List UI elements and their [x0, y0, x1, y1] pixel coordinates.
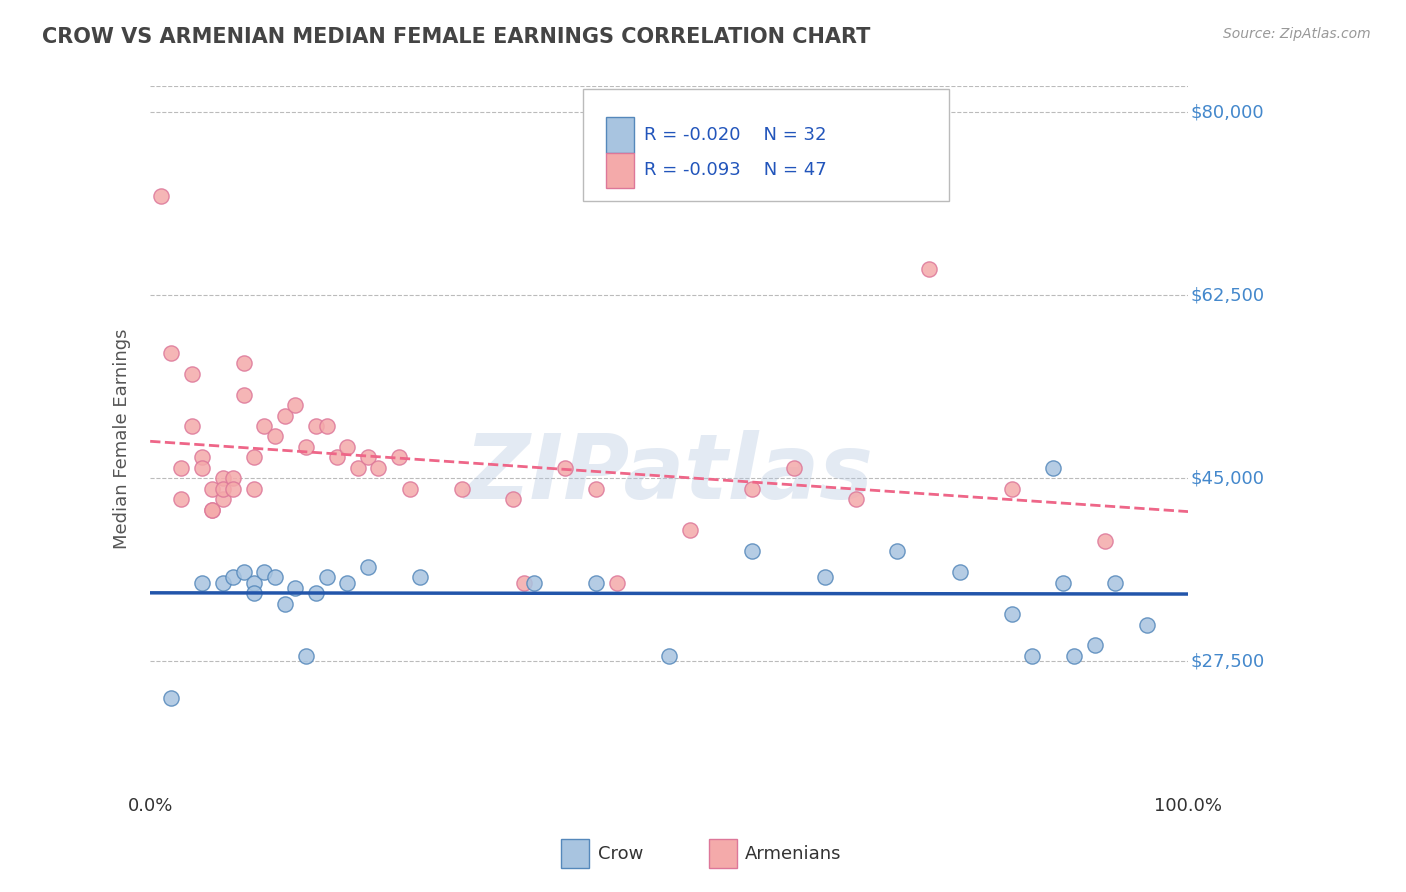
Point	[295, 648, 318, 663]
Point	[917, 262, 939, 277]
Point	[201, 502, 224, 516]
Point	[450, 482, 472, 496]
Point	[191, 450, 214, 465]
Point	[606, 575, 628, 590]
Point	[211, 575, 233, 590]
Point	[170, 492, 193, 507]
Point	[782, 460, 804, 475]
Text: Armenians: Armenians	[745, 845, 842, 863]
Point	[191, 575, 214, 590]
Point	[346, 460, 368, 475]
Point	[160, 690, 183, 705]
Point	[211, 492, 233, 507]
Point	[222, 471, 245, 485]
Text: R = -0.020    N = 32: R = -0.020 N = 32	[644, 126, 827, 144]
Point	[170, 460, 193, 475]
Point	[388, 450, 411, 465]
Point	[1084, 639, 1107, 653]
Point	[243, 575, 266, 590]
Point	[211, 482, 233, 496]
Point	[741, 544, 763, 558]
Point	[741, 482, 763, 496]
Point	[1000, 607, 1022, 621]
Point	[284, 581, 307, 595]
Point	[1094, 533, 1116, 548]
Point	[232, 387, 254, 401]
Point	[295, 440, 318, 454]
Point	[243, 482, 266, 496]
Point	[243, 586, 266, 600]
Point	[274, 409, 297, 423]
Point	[243, 450, 266, 465]
Point	[222, 570, 245, 584]
Point	[409, 570, 432, 584]
Point	[284, 398, 307, 412]
Text: ZIPatlas: ZIPatlas	[464, 430, 873, 518]
Point	[1042, 460, 1064, 475]
Point	[201, 502, 224, 516]
Point	[232, 566, 254, 580]
Point	[357, 560, 380, 574]
Point	[232, 356, 254, 370]
Point	[679, 524, 702, 538]
Text: $80,000: $80,000	[1189, 103, 1264, 121]
Point	[398, 482, 420, 496]
Point	[274, 597, 297, 611]
Y-axis label: Median Female Earnings: Median Female Earnings	[114, 329, 131, 549]
Text: $27,500: $27,500	[1189, 652, 1264, 670]
Point	[263, 570, 285, 584]
Point	[222, 482, 245, 496]
Point	[315, 419, 337, 434]
Point	[513, 575, 536, 590]
Text: $45,000: $45,000	[1189, 469, 1264, 487]
Point	[1000, 482, 1022, 496]
Point	[502, 492, 524, 507]
Point	[211, 471, 233, 485]
Point	[1052, 575, 1074, 590]
Point	[949, 566, 972, 580]
Point	[180, 419, 202, 434]
Point	[180, 367, 202, 381]
Point	[336, 575, 359, 590]
Text: Crow: Crow	[598, 845, 643, 863]
Point	[585, 482, 607, 496]
Point	[1063, 648, 1085, 663]
Point	[305, 586, 328, 600]
Point	[585, 575, 607, 590]
Point	[160, 346, 183, 360]
Point	[658, 648, 681, 663]
Point	[253, 566, 276, 580]
Point	[326, 450, 349, 465]
Point	[305, 419, 328, 434]
Point	[523, 575, 546, 590]
Point	[149, 189, 172, 203]
Text: Source: ZipAtlas.com: Source: ZipAtlas.com	[1223, 27, 1371, 41]
Point	[886, 544, 908, 558]
Point	[554, 460, 576, 475]
Point	[1021, 648, 1043, 663]
Point	[357, 450, 380, 465]
Point	[263, 429, 285, 443]
Text: $62,500: $62,500	[1189, 286, 1264, 304]
Text: R = -0.093    N = 47: R = -0.093 N = 47	[644, 161, 827, 179]
Point	[367, 460, 389, 475]
Point	[814, 570, 837, 584]
Point	[191, 460, 214, 475]
Point	[1104, 575, 1126, 590]
Text: CROW VS ARMENIAN MEDIAN FEMALE EARNINGS CORRELATION CHART: CROW VS ARMENIAN MEDIAN FEMALE EARNINGS …	[42, 27, 870, 46]
Point	[201, 482, 224, 496]
Point	[336, 440, 359, 454]
Point	[1135, 617, 1157, 632]
Point	[253, 419, 276, 434]
Point	[315, 570, 337, 584]
Point	[845, 492, 868, 507]
